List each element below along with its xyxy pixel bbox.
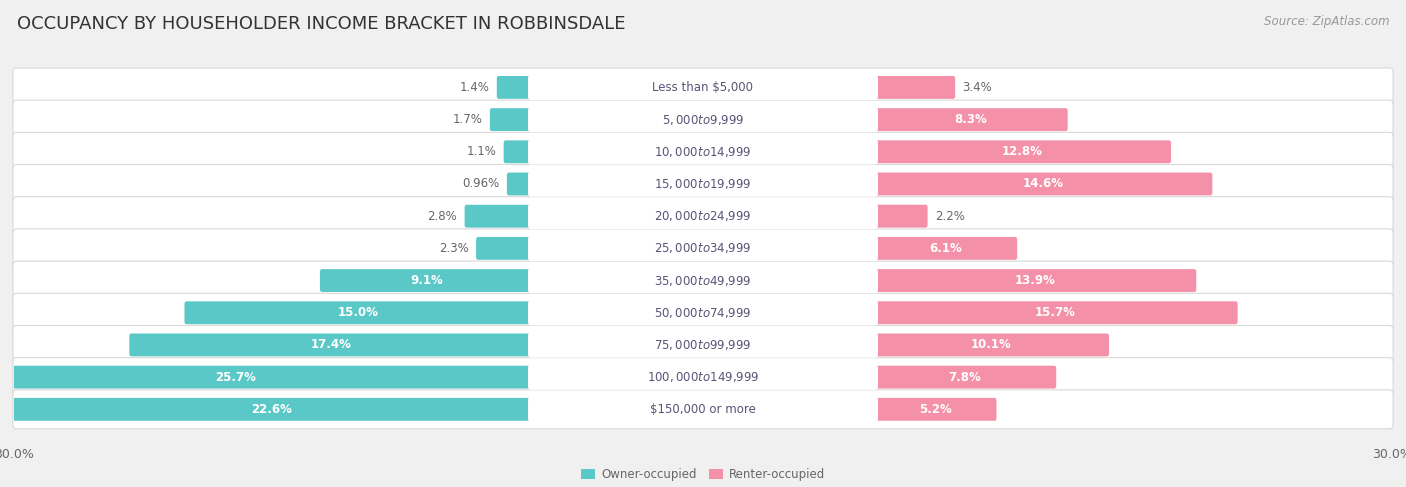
FancyBboxPatch shape	[10, 398, 533, 421]
FancyBboxPatch shape	[13, 261, 1393, 300]
FancyBboxPatch shape	[873, 366, 1056, 389]
FancyBboxPatch shape	[529, 364, 877, 390]
FancyBboxPatch shape	[13, 100, 1393, 139]
FancyBboxPatch shape	[529, 396, 877, 422]
Text: OCCUPANCY BY HOUSEHOLDER INCOME BRACKET IN ROBBINSDALE: OCCUPANCY BY HOUSEHOLDER INCOME BRACKET …	[17, 15, 626, 33]
Text: 7.8%: 7.8%	[949, 371, 981, 384]
Text: 14.6%: 14.6%	[1022, 177, 1063, 190]
FancyBboxPatch shape	[529, 300, 877, 325]
Text: $25,000 to $34,999: $25,000 to $34,999	[654, 242, 752, 255]
FancyBboxPatch shape	[129, 334, 533, 356]
Text: $75,000 to $99,999: $75,000 to $99,999	[654, 338, 752, 352]
Text: 0.96%: 0.96%	[463, 177, 499, 190]
FancyBboxPatch shape	[529, 268, 877, 293]
Text: 2.3%: 2.3%	[439, 242, 468, 255]
FancyBboxPatch shape	[529, 236, 877, 261]
Text: $15,000 to $19,999: $15,000 to $19,999	[654, 177, 752, 191]
Text: 15.0%: 15.0%	[337, 306, 380, 319]
Text: 22.6%: 22.6%	[250, 403, 291, 416]
Legend: Owner-occupied, Renter-occupied: Owner-occupied, Renter-occupied	[576, 463, 830, 486]
Text: 8.3%: 8.3%	[955, 113, 987, 126]
FancyBboxPatch shape	[873, 140, 1171, 163]
FancyBboxPatch shape	[13, 357, 1393, 396]
FancyBboxPatch shape	[184, 301, 533, 324]
Text: $35,000 to $49,999: $35,000 to $49,999	[654, 274, 752, 287]
FancyBboxPatch shape	[489, 108, 533, 131]
Text: 9.1%: 9.1%	[411, 274, 443, 287]
Text: 17.4%: 17.4%	[311, 338, 352, 352]
FancyBboxPatch shape	[873, 334, 1109, 356]
Text: 1.7%: 1.7%	[453, 113, 482, 126]
Text: Source: ZipAtlas.com: Source: ZipAtlas.com	[1264, 15, 1389, 28]
Text: 13.9%: 13.9%	[1014, 274, 1056, 287]
FancyBboxPatch shape	[873, 108, 1067, 131]
FancyBboxPatch shape	[873, 172, 1212, 195]
FancyBboxPatch shape	[321, 269, 533, 292]
Text: $10,000 to $14,999: $10,000 to $14,999	[654, 145, 752, 159]
Text: $50,000 to $74,999: $50,000 to $74,999	[654, 306, 752, 320]
FancyBboxPatch shape	[873, 269, 1197, 292]
Text: 25.7%: 25.7%	[215, 371, 256, 384]
FancyBboxPatch shape	[873, 205, 928, 227]
FancyBboxPatch shape	[13, 229, 1393, 268]
FancyBboxPatch shape	[13, 293, 1393, 332]
Text: Less than $5,000: Less than $5,000	[652, 81, 754, 94]
Text: 2.2%: 2.2%	[935, 210, 965, 223]
FancyBboxPatch shape	[873, 237, 1017, 260]
Text: 1.1%: 1.1%	[467, 145, 496, 158]
FancyBboxPatch shape	[529, 171, 877, 197]
Text: $150,000 or more: $150,000 or more	[650, 403, 756, 416]
FancyBboxPatch shape	[529, 204, 877, 229]
Text: 6.1%: 6.1%	[929, 242, 962, 255]
FancyBboxPatch shape	[496, 76, 533, 99]
Text: $100,000 to $149,999: $100,000 to $149,999	[647, 370, 759, 384]
Text: 5.2%: 5.2%	[918, 403, 952, 416]
FancyBboxPatch shape	[13, 390, 1393, 429]
FancyBboxPatch shape	[529, 75, 877, 100]
FancyBboxPatch shape	[464, 205, 533, 227]
FancyBboxPatch shape	[873, 398, 997, 421]
FancyBboxPatch shape	[477, 237, 533, 260]
FancyBboxPatch shape	[873, 301, 1237, 324]
FancyBboxPatch shape	[13, 325, 1393, 364]
Text: $5,000 to $9,999: $5,000 to $9,999	[662, 112, 744, 127]
Text: 1.4%: 1.4%	[460, 81, 489, 94]
FancyBboxPatch shape	[529, 107, 877, 132]
FancyBboxPatch shape	[0, 366, 533, 389]
Text: 2.8%: 2.8%	[427, 210, 457, 223]
Text: 12.8%: 12.8%	[1001, 145, 1043, 158]
FancyBboxPatch shape	[13, 132, 1393, 171]
Text: $20,000 to $24,999: $20,000 to $24,999	[654, 209, 752, 223]
Text: 10.1%: 10.1%	[970, 338, 1011, 352]
FancyBboxPatch shape	[13, 197, 1393, 236]
Text: 15.7%: 15.7%	[1035, 306, 1076, 319]
FancyBboxPatch shape	[508, 172, 533, 195]
FancyBboxPatch shape	[503, 140, 533, 163]
FancyBboxPatch shape	[529, 139, 877, 165]
FancyBboxPatch shape	[529, 332, 877, 357]
FancyBboxPatch shape	[13, 68, 1393, 107]
FancyBboxPatch shape	[13, 165, 1393, 204]
Text: 3.4%: 3.4%	[963, 81, 993, 94]
FancyBboxPatch shape	[873, 76, 955, 99]
